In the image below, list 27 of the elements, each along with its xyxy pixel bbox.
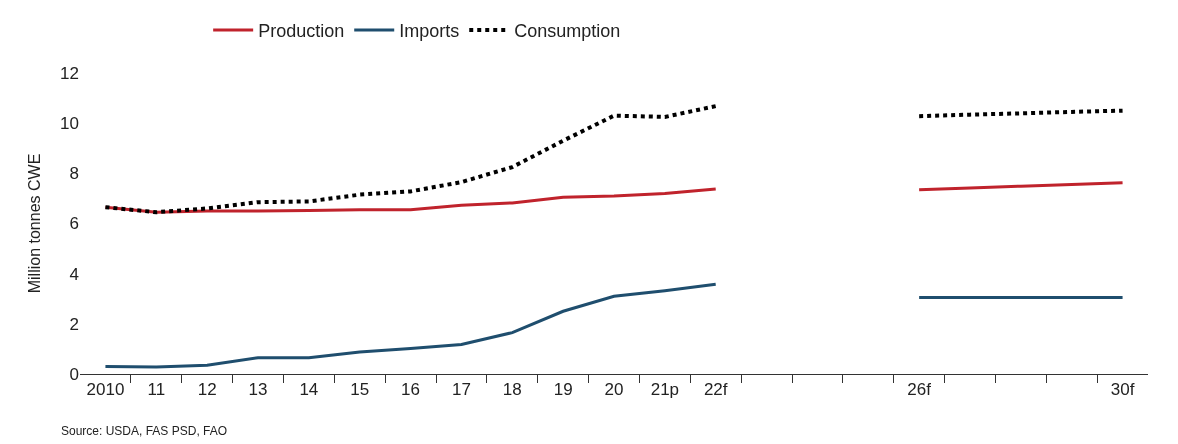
- y-tick-label: 10: [60, 114, 79, 134]
- y-tick-label: 12: [60, 63, 79, 83]
- legend-label: Imports: [399, 21, 460, 42]
- x-tick-label: 19: [553, 380, 573, 400]
- source-note: Source: USDA, FAS PSD, FAO: [61, 424, 228, 438]
- x-tick-label: 22f: [703, 380, 728, 400]
- legend-label: Consumption: [514, 21, 621, 42]
- y-tick-label: 4: [69, 264, 79, 284]
- x-tick-label: 21p: [650, 380, 680, 400]
- y-tick-label: 6: [69, 214, 79, 234]
- x-tick-label: 12: [197, 380, 217, 400]
- x-tick-label: 15: [350, 380, 370, 400]
- x-tick-label: 13: [248, 380, 268, 400]
- x-tick-label: 2010: [86, 380, 125, 400]
- legend-label: Production: [258, 21, 345, 42]
- x-tick-label: 16: [401, 380, 421, 400]
- x-tick-label: 30f: [1110, 380, 1135, 400]
- x-tick-label: 14: [299, 380, 319, 400]
- y-tick-label: 0: [69, 364, 79, 384]
- x-tick-label: 26f: [907, 380, 932, 400]
- x-tick-label: 20: [604, 380, 624, 400]
- y-tick-label: 2: [69, 314, 79, 334]
- y-tick-label: 8: [69, 164, 79, 184]
- y-axis-title: Million tonnes CWE: [25, 153, 43, 294]
- x-tick-label: 18: [502, 380, 522, 400]
- x-tick-label: 11: [147, 380, 166, 400]
- x-tick-label: 17: [451, 380, 471, 400]
